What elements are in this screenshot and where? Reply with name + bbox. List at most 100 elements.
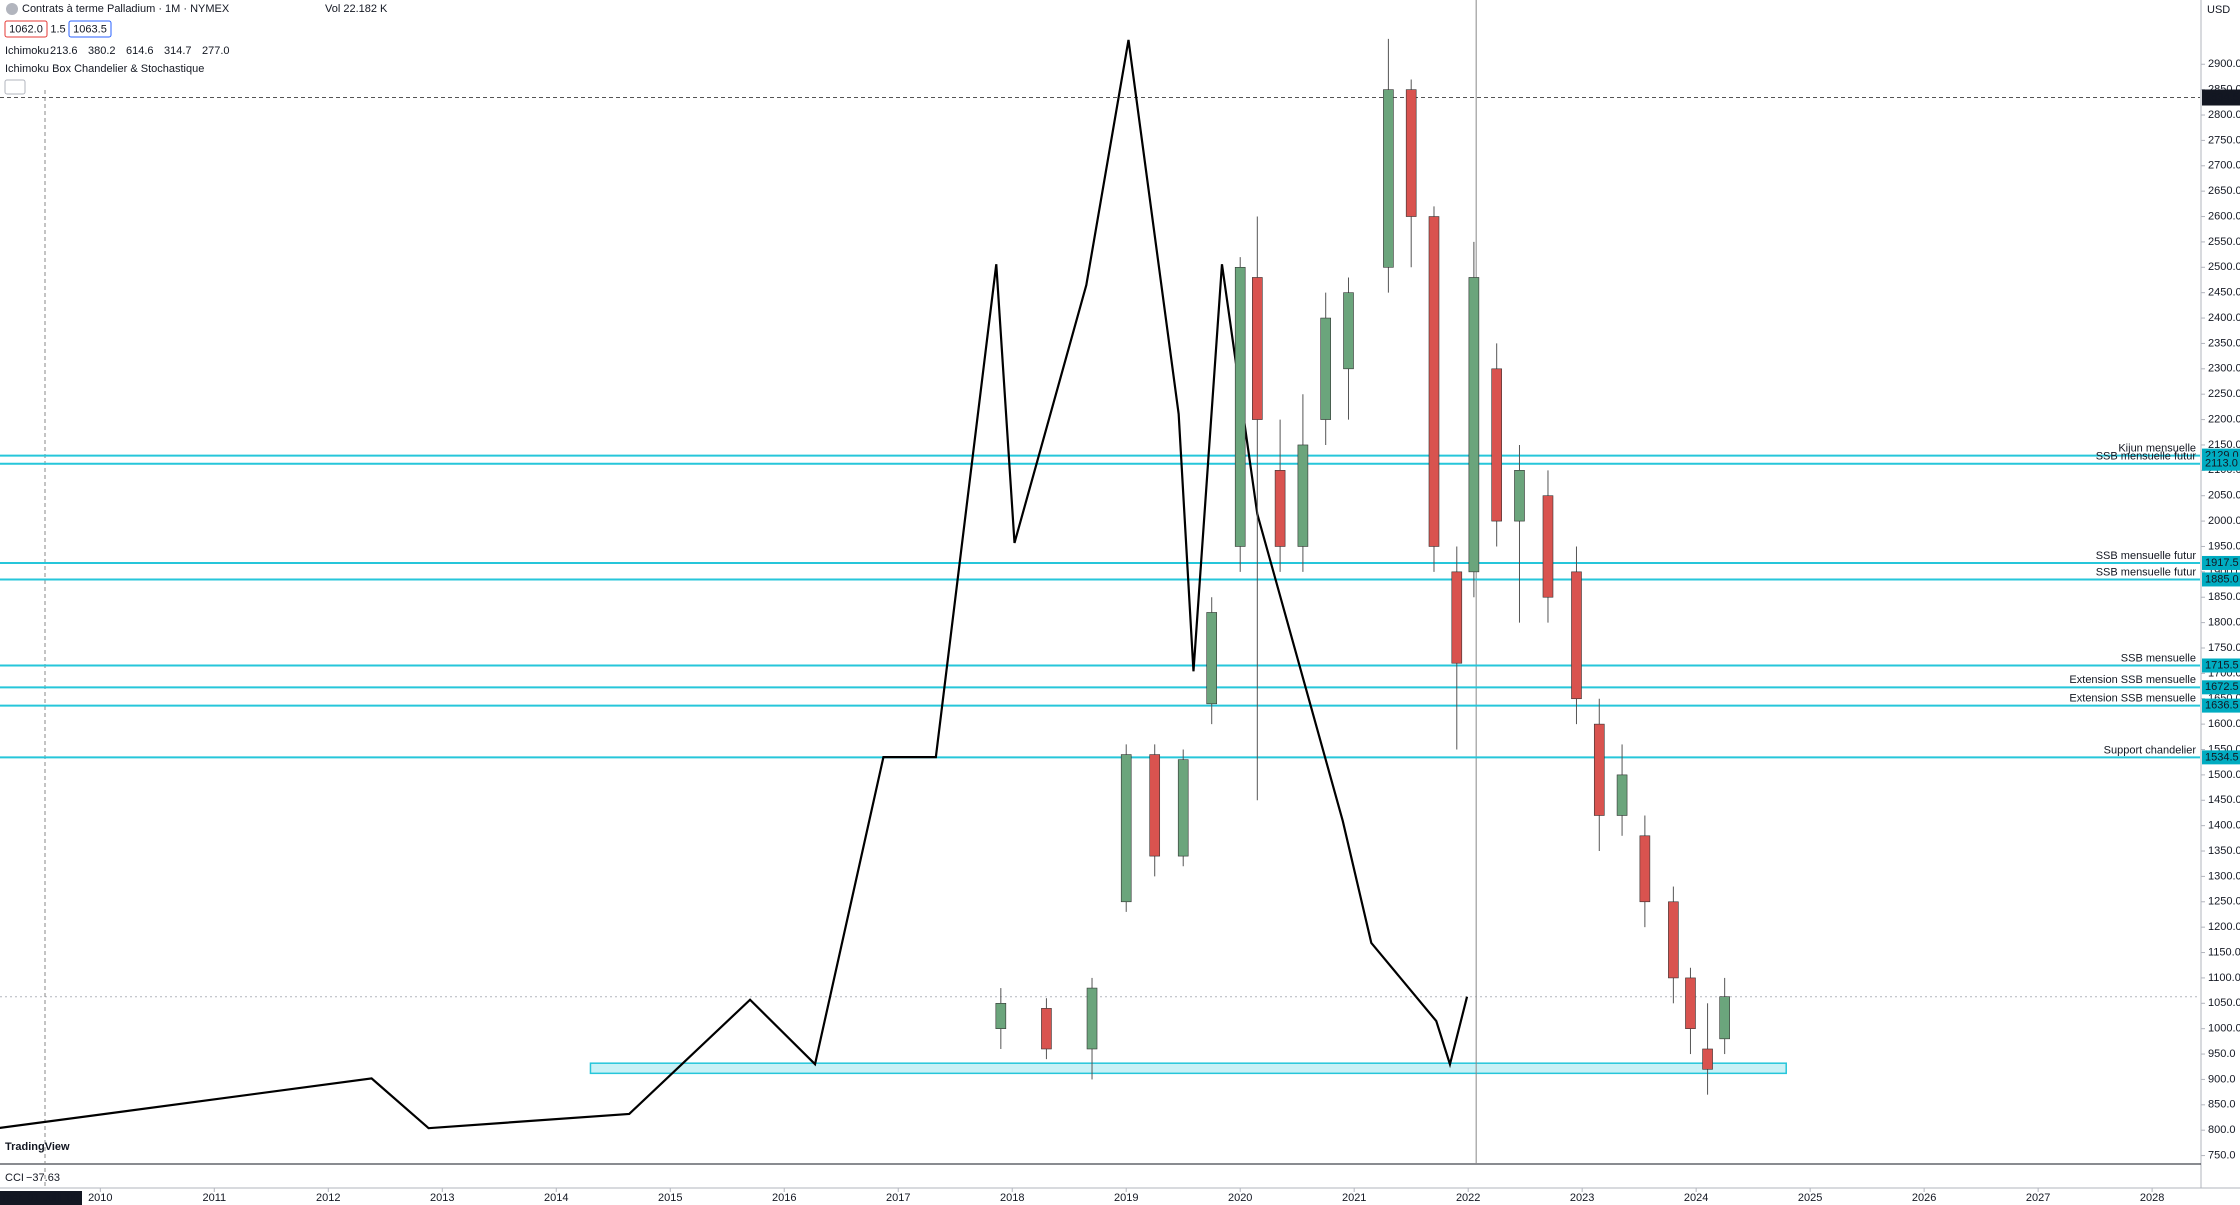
y-tick-label: 1150.0	[2208, 946, 2240, 958]
x-tick-label: 2012	[316, 1192, 340, 1204]
x-tick-label: 2026	[1912, 1192, 1936, 1204]
level-price: 1715.5	[2205, 659, 2239, 671]
candle-body	[1041, 1008, 1052, 1050]
candle-body	[1428, 216, 1440, 547]
candle-body	[1514, 470, 1525, 522]
candle-body	[1297, 444, 1309, 547]
ask-box[interactable]	[68, 20, 112, 38]
crosshair-price-box	[2202, 89, 2240, 106]
candle-body	[1668, 901, 1679, 979]
candle-body	[1320, 317, 1331, 420]
candle-body	[1274, 470, 1286, 547]
crosshair-price: 2834.5	[2205, 91, 2239, 103]
indicator-name: Ichimoku Box Chandelier & Stochastique	[5, 63, 204, 75]
level-name: SSB mensuelle futur	[2096, 451, 2197, 463]
y-tick-label: 2250.0	[2208, 388, 2240, 400]
x-tick-label: 2020	[1228, 1192, 1252, 1204]
symbol-title: Contrats à terme Palladium · 1M · NYMEX	[22, 3, 230, 15]
cci-value: −37.63	[26, 1172, 60, 1184]
y-tick-label: 1500.0	[2208, 769, 2240, 781]
x-tick-label: 2023	[1570, 1192, 1594, 1204]
candle-body	[1571, 571, 1582, 700]
y-tick-label: 2200.0	[2208, 413, 2240, 425]
y-tick-label: 2600.0	[2208, 210, 2240, 222]
level-name: Kijun mensuelle	[2118, 443, 2196, 455]
candle-body	[1491, 368, 1502, 522]
y-tick-label: 2350.0	[2208, 337, 2240, 349]
x-tick-label: 2014	[544, 1192, 568, 1204]
level-name: SSB mensuelle futur	[2096, 566, 2197, 578]
y-tick-label: 2050.0	[2208, 490, 2240, 502]
candle-body	[1685, 977, 1696, 1029]
candle-body	[1542, 495, 1554, 598]
header: Contrats à terme Palladium · 1M · NYMEX …	[0, 3, 2230, 1205]
y-tick-label: 1000.0	[2208, 1023, 2240, 1035]
volume: Vol 22.182 K	[325, 3, 388, 15]
candle-body	[1593, 723, 1605, 816]
cursor-date-box	[0, 1191, 82, 1205]
x-tick-label: 2010	[88, 1192, 112, 1204]
currency: USD	[2207, 4, 2230, 16]
indicator-value: 277.0	[202, 45, 230, 57]
y-tick-label: 750.0	[2208, 1149, 2236, 1161]
x-tick-label: 2016	[772, 1192, 796, 1204]
level-price-box	[2202, 698, 2240, 713]
candle-body	[1086, 987, 1098, 1050]
indicator-name: Ichimoku	[5, 45, 49, 57]
level-price-box	[2202, 555, 2240, 570]
y-tick-label: 900.0	[2208, 1073, 2236, 1085]
y-tick-label: 1400.0	[2208, 820, 2240, 832]
x-tick-label: 2018	[1000, 1192, 1024, 1204]
candle-body	[1206, 612, 1218, 705]
support-zone	[589, 1062, 1787, 1075]
bid-box[interactable]	[4, 20, 48, 38]
indicator-value: 614.6	[126, 45, 154, 57]
y-tick-label: 2000.0	[2208, 515, 2240, 527]
candle-body	[1616, 774, 1628, 816]
level-price-box	[2202, 658, 2240, 673]
x-tick-label: 2019	[1114, 1192, 1138, 1204]
candle-body	[1702, 1048, 1713, 1070]
candle-body	[1383, 89, 1394, 268]
level-name: Extension SSB mensuelle	[2069, 693, 2196, 705]
x-tick-label: 2017	[886, 1192, 910, 1204]
level-price-box	[2202, 572, 2240, 587]
y-tick-label: 2550.0	[2208, 236, 2240, 248]
level-price: 1636.5	[2205, 700, 2239, 712]
level-name: SSB mensuelle	[2121, 652, 2196, 664]
level-price: 1917.5	[2205, 557, 2239, 569]
x-tick-label: 2021	[1342, 1192, 1366, 1204]
y-tick-label: 1950.0	[2208, 540, 2240, 552]
indicator-value: 380.2	[88, 45, 116, 57]
level-price: 1534.5	[2205, 751, 2239, 763]
bid: 1062.0	[9, 23, 43, 35]
y-tick-label: 1100.0	[2208, 972, 2240, 984]
y-tick-label: 1300.0	[2208, 870, 2240, 882]
y-tick-label: 800.0	[2208, 1124, 2236, 1136]
level-price-box	[2202, 750, 2240, 765]
cci-name: CCI	[5, 1172, 24, 1184]
y-tick-label: 2450.0	[2208, 287, 2240, 299]
y-tick-label: 1750.0	[2208, 642, 2240, 654]
y-tick-label: 1800.0	[2208, 617, 2240, 629]
candle-body	[1719, 996, 1730, 1040]
x-tick-label: 2028	[2140, 1192, 2164, 1204]
x-tick-label: 2022	[1456, 1192, 1480, 1204]
y-tick-label: 2800.0	[2208, 109, 2240, 121]
x-tick-label: 2015	[658, 1192, 682, 1204]
level-name: Support chandelier	[2104, 744, 2197, 756]
candle-body	[1639, 835, 1651, 903]
y-tick-label: 2750.0	[2208, 134, 2240, 146]
level-price-box	[2202, 680, 2240, 695]
y-tick-label: 2150.0	[2208, 439, 2240, 451]
compare-line	[0, 39, 1469, 1130]
y-tick-label: 2650.0	[2208, 185, 2240, 197]
symbol-icon	[6, 3, 18, 15]
x-tick-label: 2027	[2026, 1192, 2050, 1204]
collapse-button[interactable]	[4, 79, 26, 95]
candle-body	[1120, 754, 1132, 903]
indicator-value: 213.6	[50, 45, 78, 57]
indicator-value: 314.7	[164, 45, 192, 57]
candle-body	[1451, 571, 1463, 664]
